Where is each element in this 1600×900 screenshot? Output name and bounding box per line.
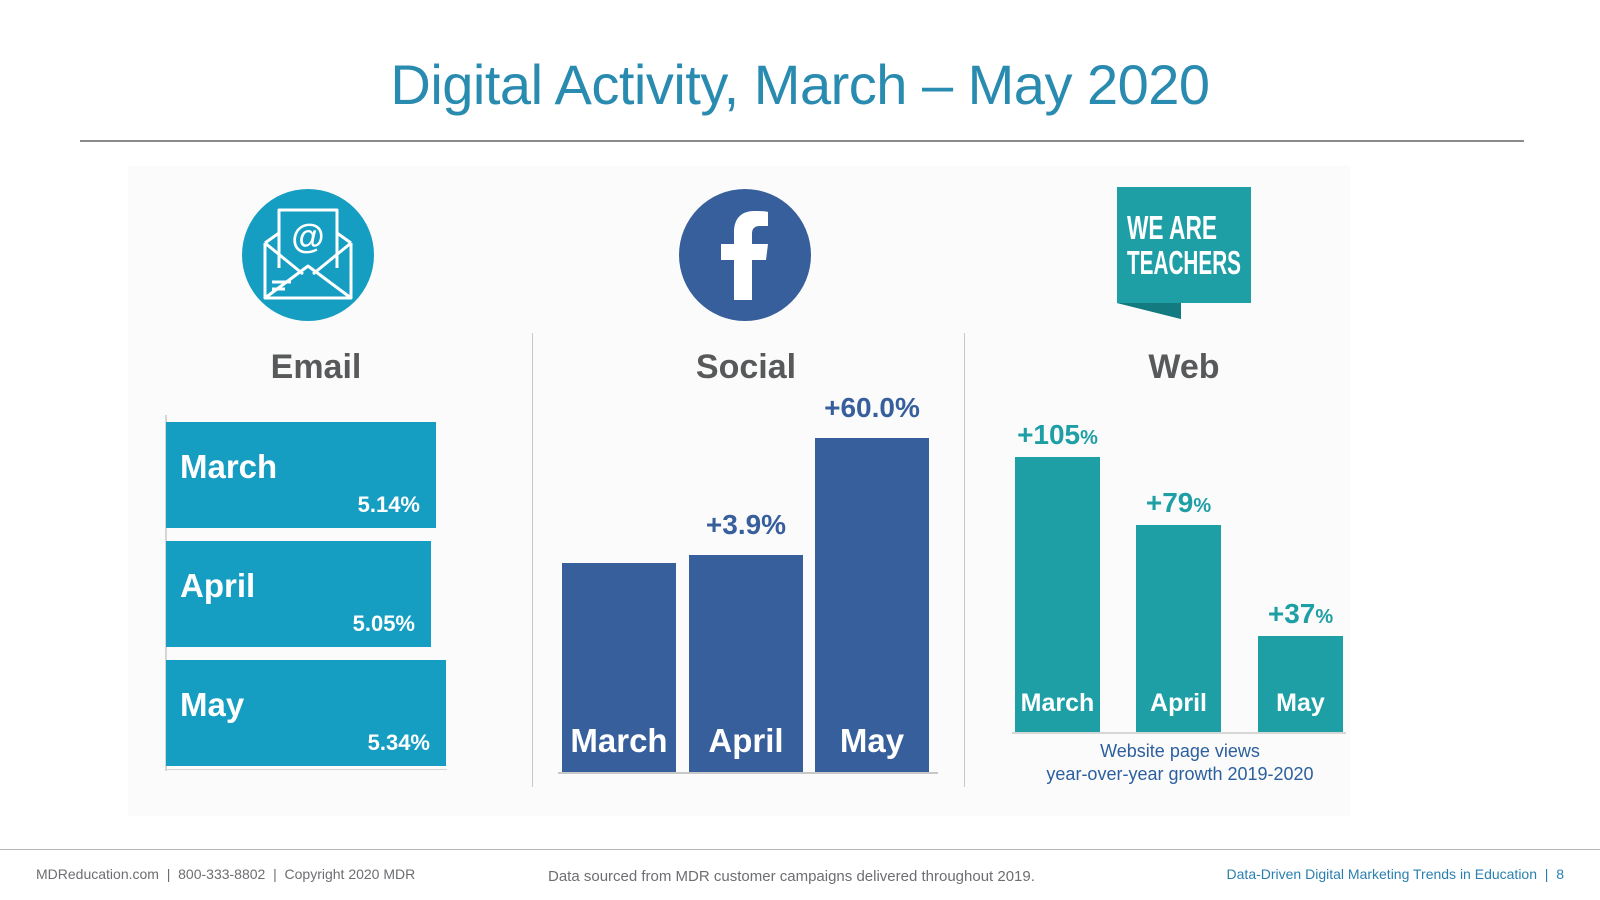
envelope-at-icon: @: [242, 189, 374, 321]
web-bar-label: April: [1150, 689, 1207, 717]
social-bar-label: May: [839, 722, 905, 759]
title-divider: [80, 140, 1524, 142]
email-bar-value: 5.14%: [357, 492, 420, 517]
web-section-title: Web: [1148, 348, 1220, 386]
web-bar-april: [1136, 525, 1221, 733]
social-bar-april: [689, 555, 803, 772]
email-bar-value: 5.34%: [367, 730, 430, 755]
section-divider-2: [964, 333, 965, 787]
page-title: Digital Activity, March – May 2020: [390, 53, 1210, 116]
web-bar-value: +105%: [990, 419, 1125, 451]
email-bar-label: March: [180, 448, 278, 485]
facebook-icon: [679, 189, 811, 321]
footer-contact: MDReducation.com | 800-333-8802 | Copyri…: [36, 866, 416, 882]
email-bar-march: March 5.14%: [166, 422, 436, 528]
email-baseline: [165, 769, 447, 770]
web-bar-value: +79%: [1111, 487, 1246, 519]
email-bar-may: May 5.34%: [166, 660, 446, 766]
footer-report-title: Data-Driven Digital Marketing Trends in …: [1226, 866, 1564, 882]
email-bar-value: 5.05%: [352, 611, 415, 636]
web-bar-value: +37%: [1233, 598, 1368, 630]
web-caption-line1: Website page views: [1100, 741, 1260, 761]
social-bar-label: April: [708, 722, 784, 759]
footer-divider: [0, 849, 1600, 850]
web-bar-label: March: [1020, 689, 1095, 717]
email-bar-label: April: [180, 567, 256, 604]
social-bar-may: [815, 438, 929, 772]
web-bar-value-number: +37: [1267, 598, 1316, 629]
web-bar-value-suffix: %: [1315, 606, 1334, 628]
email-bar-april: April 5.05%: [166, 541, 431, 647]
email-section-title: Email: [270, 348, 362, 386]
social-baseline: [558, 772, 938, 774]
web-caption-line2: year-over-year growth 2019-2020: [1046, 764, 1314, 784]
social-bar-label: March: [570, 722, 668, 759]
footer-source-note: Data sourced from MDR customer campaigns…: [548, 868, 1035, 885]
web-bar-value-suffix: %: [1080, 427, 1098, 449]
social-bar-value: +60.0%: [824, 392, 920, 423]
email-bar-label: May: [180, 686, 245, 723]
social-section-title: Social: [695, 348, 797, 386]
svg-text:@: @: [291, 218, 324, 256]
logo-text-line2: TEACHERS: [1127, 244, 1241, 281]
web-bar-value-number: +105: [1017, 419, 1081, 450]
section-divider-1: [532, 333, 533, 787]
web-bar-may: [1258, 636, 1343, 733]
social-bar-value: +3.9%: [705, 509, 787, 540]
web-bar-march: [1015, 457, 1100, 733]
web-baseline: [1012, 732, 1346, 734]
web-bar-value-suffix: %: [1193, 495, 1212, 517]
social-bar-march: [562, 563, 676, 772]
we-are-teachers-logo: WE ARE TEACHERS: [1117, 187, 1251, 319]
web-chart-caption: Website page views year-over-year growth…: [1000, 740, 1360, 786]
web-bar-label: May: [1276, 689, 1325, 717]
logo-text-line1: WE ARE: [1127, 209, 1217, 246]
web-bar-value-number: +79: [1145, 487, 1194, 518]
